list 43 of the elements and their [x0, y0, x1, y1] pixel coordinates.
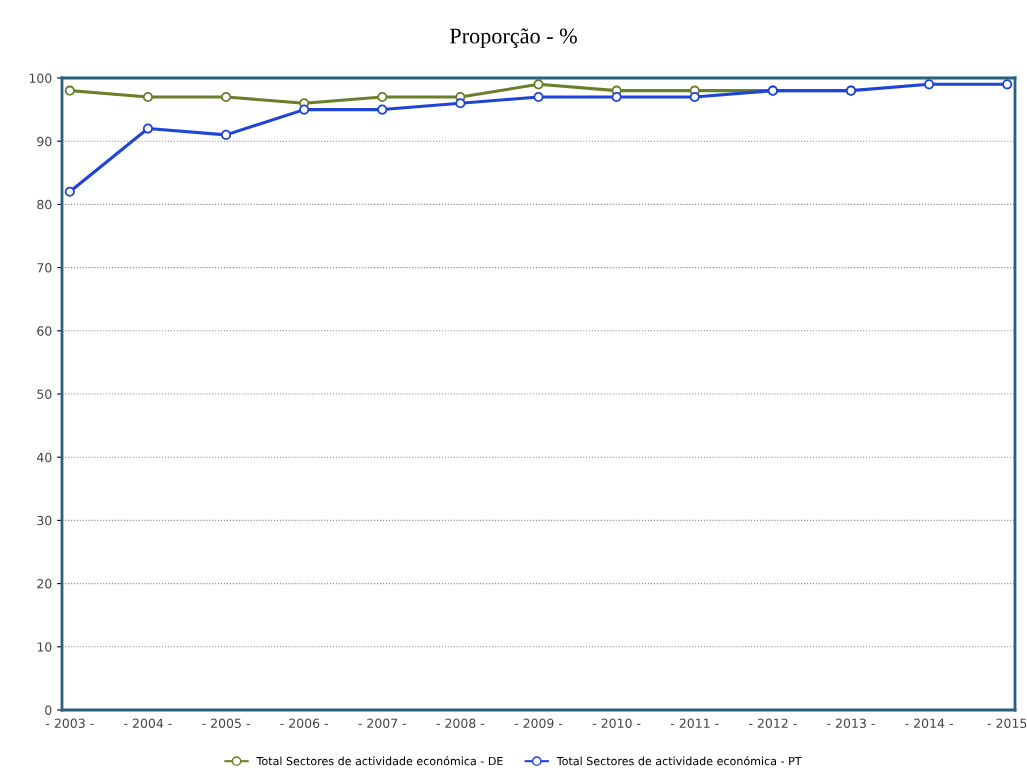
y-tick-label: 100 [29, 73, 52, 83]
x-tick-label: - 2015 [987, 718, 1027, 729]
point [220, 91, 232, 103]
y-tick-label: 80 [37, 199, 52, 210]
point [377, 91, 388, 103]
point [455, 98, 466, 109]
y-tick-label: 10 [37, 642, 52, 652]
y-tick-label: 90 [37, 136, 52, 147]
y-tick-label: 0 [45, 705, 52, 715]
point [533, 91, 544, 103]
y-tick-label: 60 [37, 326, 52, 336]
point [299, 104, 310, 115]
x-tick-label: - 2004 - [124, 718, 172, 729]
point [924, 79, 935, 90]
legend-label: Total Sectores de actividade económica - DE [256, 756, 503, 766]
x-tick-label: - 2014 - [905, 718, 953, 729]
x-tick-label: - 2005 - [202, 718, 250, 729]
y-tick-label: 30 [37, 515, 52, 526]
x-tick-label: - 2011 - [670, 718, 719, 729]
legend-label: Total Sectores de actividade económica - PT [556, 756, 802, 766]
x-tick-label: - 2006 - [280, 718, 328, 729]
y-tick-label: 40 [36, 452, 52, 463]
point [533, 79, 544, 90]
point [220, 129, 232, 140]
x-tick-label: - 2010 - [592, 718, 641, 729]
point [611, 91, 622, 103]
point [689, 91, 700, 103]
x-tick-label: - 2003 - [46, 718, 94, 729]
x-tick-label: - 2008 - [436, 718, 485, 729]
point [64, 85, 75, 96]
point [142, 91, 153, 103]
point [377, 104, 388, 115]
point [1002, 79, 1013, 90]
x-tick-label: - 2012 - [749, 718, 797, 729]
point [142, 123, 153, 134]
chart-title: Proporção - % [449, 28, 577, 49]
x-tick-label: - 2007 - [358, 718, 407, 729]
point [64, 186, 75, 197]
y-tick-label: 20 [37, 579, 52, 589]
x-tick-label: - 2013 - [827, 718, 875, 729]
y-tick-label: 70 [37, 263, 52, 273]
y-tick-label: 50 [37, 389, 52, 399]
x-tick-label: - 2009 - [514, 718, 563, 729]
